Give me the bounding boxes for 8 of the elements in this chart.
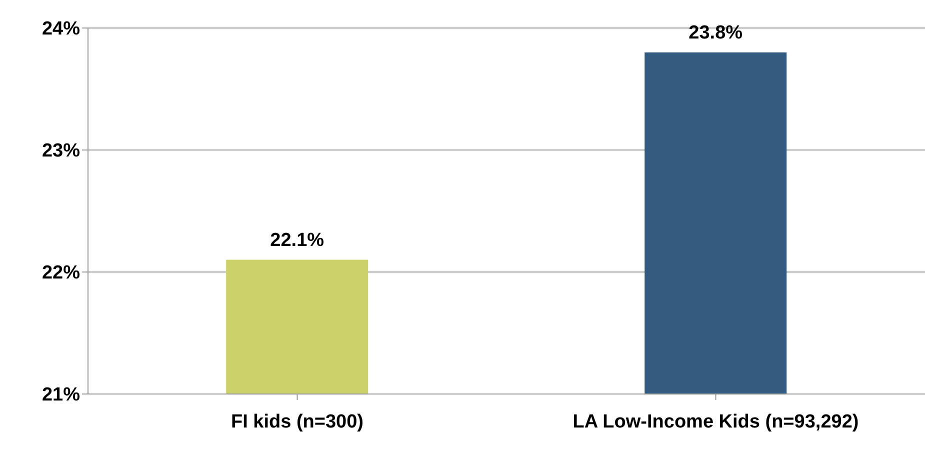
y-tick-label: 22% xyxy=(42,262,80,284)
data-label: 22.1% xyxy=(270,230,324,251)
y-tick-label: 21% xyxy=(42,384,80,406)
x-tick-label: FI kids (n=300) xyxy=(230,411,364,432)
y-tick-label: 24% xyxy=(42,18,80,40)
data-label: 23.8% xyxy=(688,22,743,44)
x-tick-label: LA Low-Income Kids (n=93,292) xyxy=(572,411,859,432)
y-tick-label: 23% xyxy=(42,140,80,162)
